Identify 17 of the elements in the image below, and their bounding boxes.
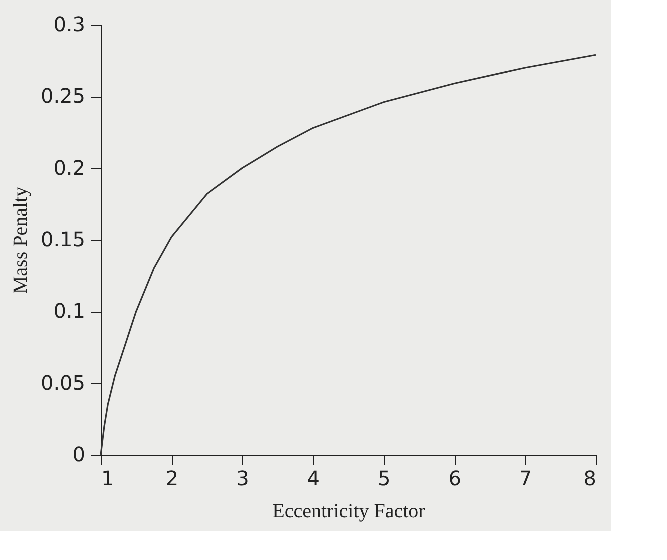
x-tick-label: 5 (378, 466, 391, 490)
x-tick-label: 4 (307, 466, 320, 490)
x-axis-title: Eccentricity Factor (272, 500, 426, 522)
y-tick-label: 0.1 (54, 299, 86, 324)
x-tick-label: 3 (236, 466, 250, 490)
y-tick-label: 0.2 (54, 156, 86, 180)
x-tick-label: 2 (166, 466, 179, 490)
y-axis-title: Mass Penalty (10, 186, 32, 294)
y-tick-label: 0.05 (40, 370, 86, 395)
y-tick-label: 0.15 (40, 228, 86, 252)
y-tick-label: 0 (72, 442, 86, 466)
x-tick-label: 8 (584, 466, 596, 490)
y-tick-label: 0.25 (40, 84, 86, 108)
x-tick-label: 1 (102, 466, 114, 490)
x-tick-label: 6 (448, 466, 462, 490)
x-tick-label: 7 (519, 466, 532, 490)
y-tick-label: 0.3 (54, 12, 86, 36)
